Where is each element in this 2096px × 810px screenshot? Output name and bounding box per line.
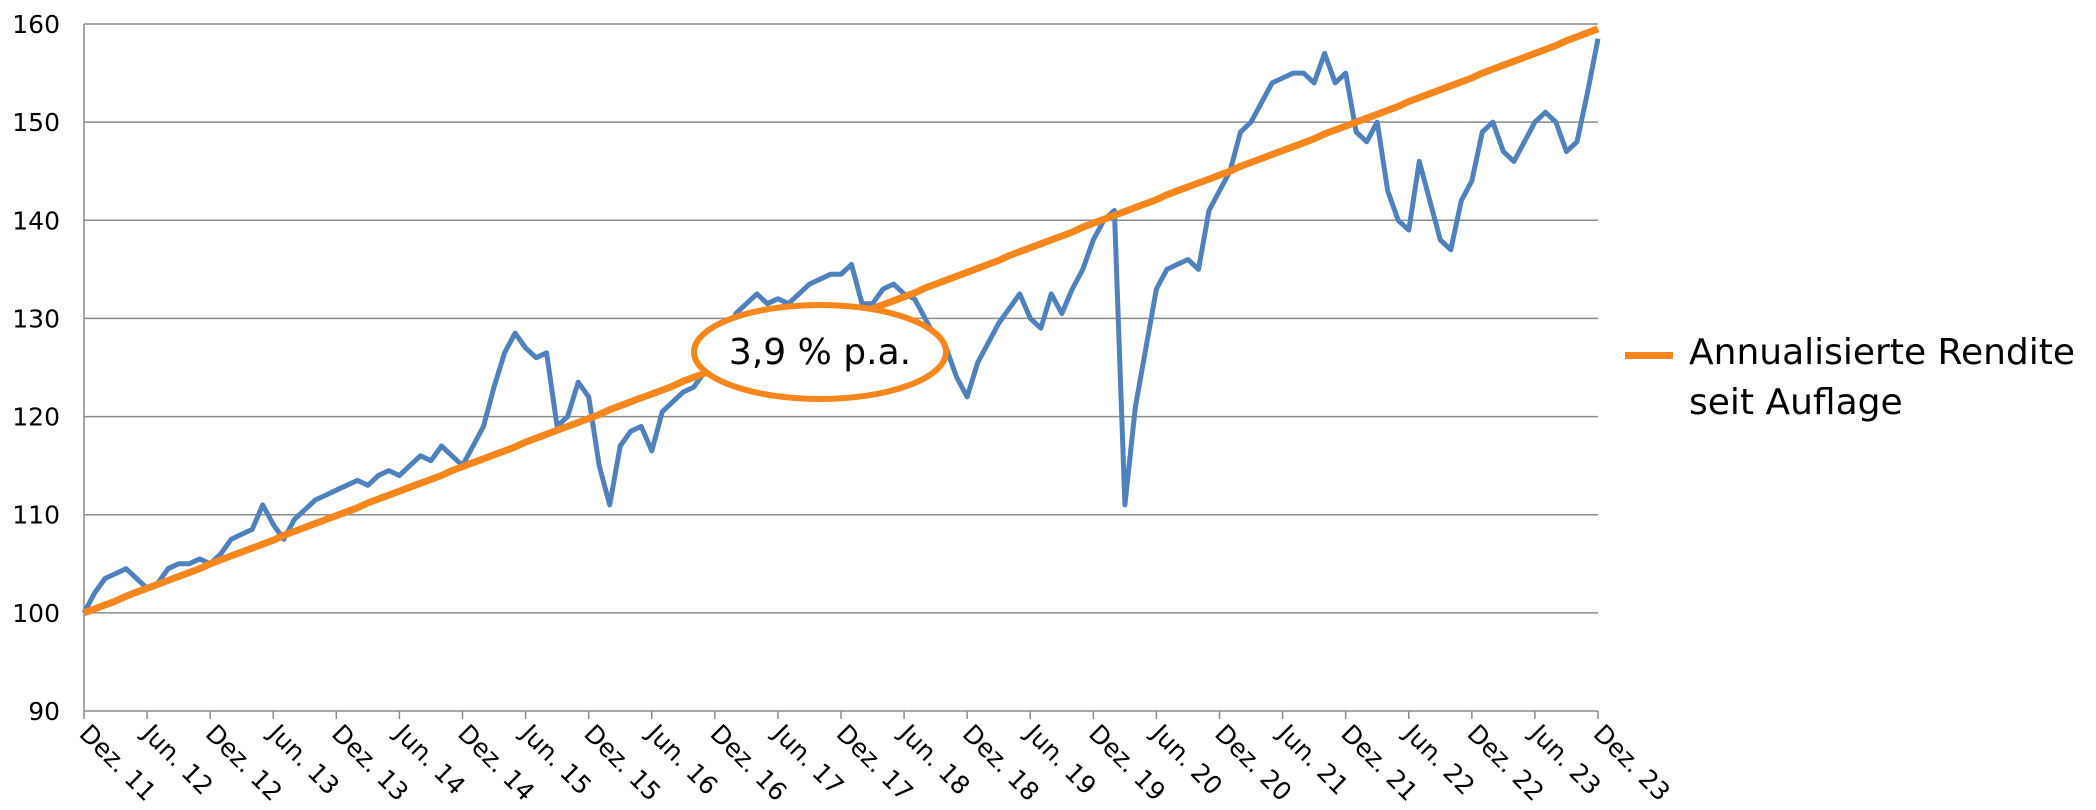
legend: Annualisierte Rendite seit Auflage	[1625, 328, 2095, 428]
y-tick-label: 110	[12, 501, 60, 530]
y-tick-label: 140	[12, 206, 60, 235]
x-tick-label: Dez. 23	[1588, 719, 1676, 807]
y-tick-label: 150	[12, 108, 60, 137]
y-tick-label: 100	[12, 599, 60, 628]
y-tick-label: 90	[28, 697, 60, 726]
annotation-bubble	[691, 302, 949, 402]
y-tick-label: 160	[12, 10, 60, 39]
legend-label: Annualisierte Rendite seit Auflage	[1689, 332, 2076, 423]
annotation: 3,9 % p.a.	[729, 332, 911, 373]
y-tick-label: 120	[12, 403, 60, 432]
y-tick-label: 130	[12, 304, 60, 333]
legend-key	[1625, 352, 1673, 359]
series-line	[81, 38, 1601, 615]
